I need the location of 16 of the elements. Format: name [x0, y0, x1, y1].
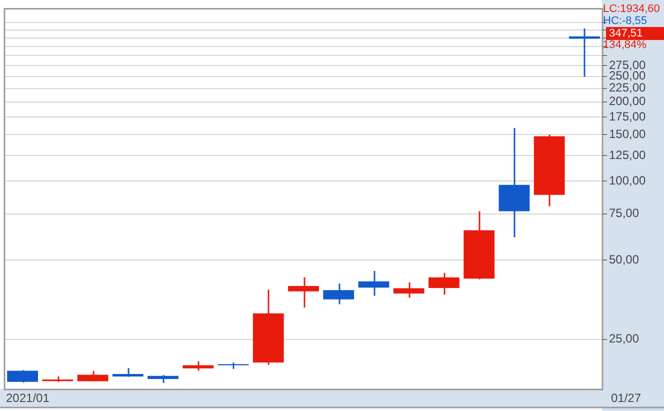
text: LC:1934,60	[603, 3, 660, 16]
text: 134,84%	[603, 39, 647, 52]
y-tick-label: 75,00	[609, 206, 640, 220]
y-tick-label: 225,00	[609, 80, 646, 95]
y-tick-label: 175,00	[609, 109, 646, 124]
x-tick-label: 2021/01	[6, 390, 50, 405]
y-tick-label: 150,00	[609, 127, 646, 142]
y-tick-label: 100,00	[609, 173, 646, 188]
text: HC:-8,55	[603, 15, 648, 28]
y-tick-label: 50,00	[609, 252, 640, 267]
y-tick-label: 25,00	[609, 332, 640, 346]
y-tick-label: 125,00	[609, 148, 646, 162]
y-tick-label: 275,00	[609, 58, 646, 72]
text: 01/27	[611, 390, 642, 405]
text: 347,51	[609, 28, 643, 40]
y-tick-label: 200,00	[609, 94, 646, 108]
